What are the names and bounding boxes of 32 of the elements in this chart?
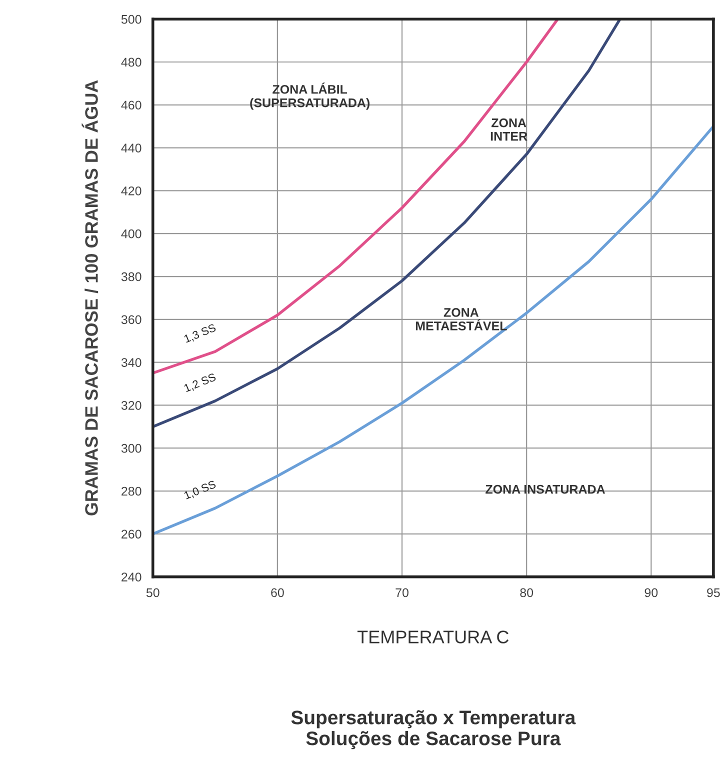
line-series <box>152 19 622 428</box>
text: 1,2 SS <box>184 372 217 394</box>
y-tick-label: 300 <box>121 444 142 453</box>
x-axis-title: TEMPERATURA C <box>357 630 509 644</box>
y-tick-label: 240 <box>122 572 142 582</box>
y-tick-label: 340 <box>121 358 142 367</box>
y-tick-label: 500 <box>121 14 142 24</box>
y-tick-label: 480 <box>121 58 142 67</box>
x-tick-label: 70 <box>396 588 408 598</box>
x-tick-label: 90 <box>644 588 658 598</box>
annotation: ZONA INSATURADA <box>486 484 606 494</box>
x-tick-label: 60 <box>271 588 284 598</box>
y-tick-label: 400 <box>121 229 142 238</box>
line-series <box>152 19 560 374</box>
text: 1,0 SS <box>184 480 217 501</box>
y-tick-label: 420 <box>121 186 142 196</box>
y-axis-title: GRAMAS DE SACAROSE / 100 GRAMAS DE ÁGUA <box>82 80 98 516</box>
text: Supersaturação x Temperatura Soluções de Sacarose Pura <box>291 710 576 750</box>
annotation: ZONA INTER <box>490 118 528 141</box>
y-tick-label: 360 <box>121 315 142 324</box>
annotation: ZONA LÁBIL (SUPERSATURADA) <box>250 82 370 110</box>
y-tick-label: 280 <box>122 486 142 496</box>
x-tick-label: 95 <box>707 588 720 598</box>
annotation: ZONA METAESTÁVEL <box>416 308 507 330</box>
y-tick-label: 320 <box>121 401 142 410</box>
x-tick-label: 50 <box>146 588 160 598</box>
text: 1,3 SS <box>184 324 217 344</box>
y-tick-label: 460 <box>121 100 142 110</box>
y-tick-label: 260 <box>122 530 142 539</box>
y-tick-label: 380 <box>121 272 142 282</box>
y-tick-label: 440 <box>121 144 142 152</box>
x-tick-label: 80 <box>520 588 534 598</box>
